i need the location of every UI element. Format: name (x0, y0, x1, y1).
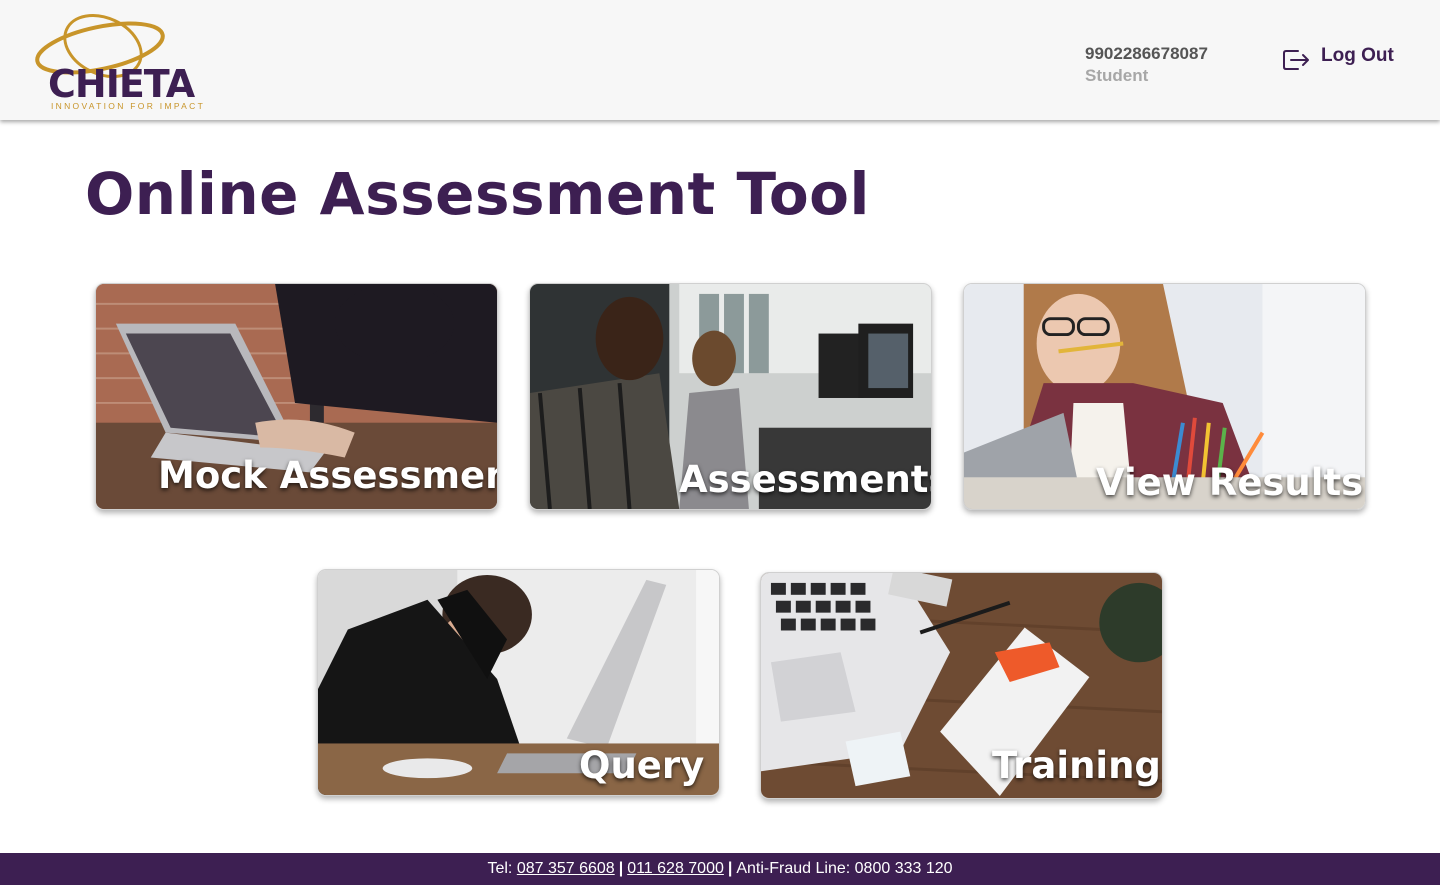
user-id: 9902286678087 (1085, 44, 1208, 63)
logo-wordmark: CHIETA (48, 62, 195, 106)
footer-separator: | (618, 860, 624, 877)
training-card[interactable]: Training (760, 572, 1163, 799)
logout-button[interactable]: Log Out (1282, 40, 1394, 72)
assessments-card[interactable]: Assessments (529, 283, 932, 510)
user-role: Student (1085, 66, 1149, 85)
training-label: Training (992, 744, 1161, 787)
chieta-logo[interactable]: CHIETA INNOVATION FOR IMPACT (28, 10, 228, 111)
footer-separator: | (727, 860, 733, 877)
assessments-label: Assessments (679, 458, 932, 501)
logout-label: Log Out (1321, 45, 1394, 66)
footer-tel-label: Tel: (487, 860, 513, 877)
query-card[interactable]: Query (317, 569, 720, 796)
footer-antifraud-number: 0800 333 120 (854, 860, 953, 877)
mock-assessment-label: Mock Assessment (158, 454, 498, 497)
footer-bar: Tel: 087 357 6608 | 011 628 7000 | Anti-Frau… (0, 853, 1440, 885)
user-info: 9902286678087 Student (1085, 44, 1208, 86)
footer-antifraud-label: Anti-Fraud Line: (736, 860, 851, 877)
page-title: Online Assessment Tool (85, 160, 870, 228)
laptop-and-book-on-desk-image (761, 573, 1162, 798)
stressed-student-at-laptop-image (318, 570, 719, 795)
person-typing-on-laptop-image (96, 284, 497, 509)
logout-icon (1283, 50, 1309, 70)
view-results-label: View Results (1096, 461, 1364, 504)
query-label: Query (579, 744, 705, 787)
logo-tagline: INNOVATION FOR IMPACT (51, 101, 206, 111)
footer-phone-1-link[interactable]: 087 357 6608 (516, 860, 615, 877)
student-biting-pencil-image (964, 284, 1365, 509)
top-header: CHIETA INNOVATION FOR IMPACT 99022866780… (0, 0, 1440, 120)
footer-phone-2-link[interactable]: 011 628 7000 (627, 860, 724, 877)
students-at-computers-image (530, 284, 931, 509)
mock-assessment-card[interactable]: Mock Assessment (95, 283, 498, 510)
logo-orbit-icon (35, 14, 165, 78)
view-results-card[interactable]: View Results (963, 283, 1366, 510)
